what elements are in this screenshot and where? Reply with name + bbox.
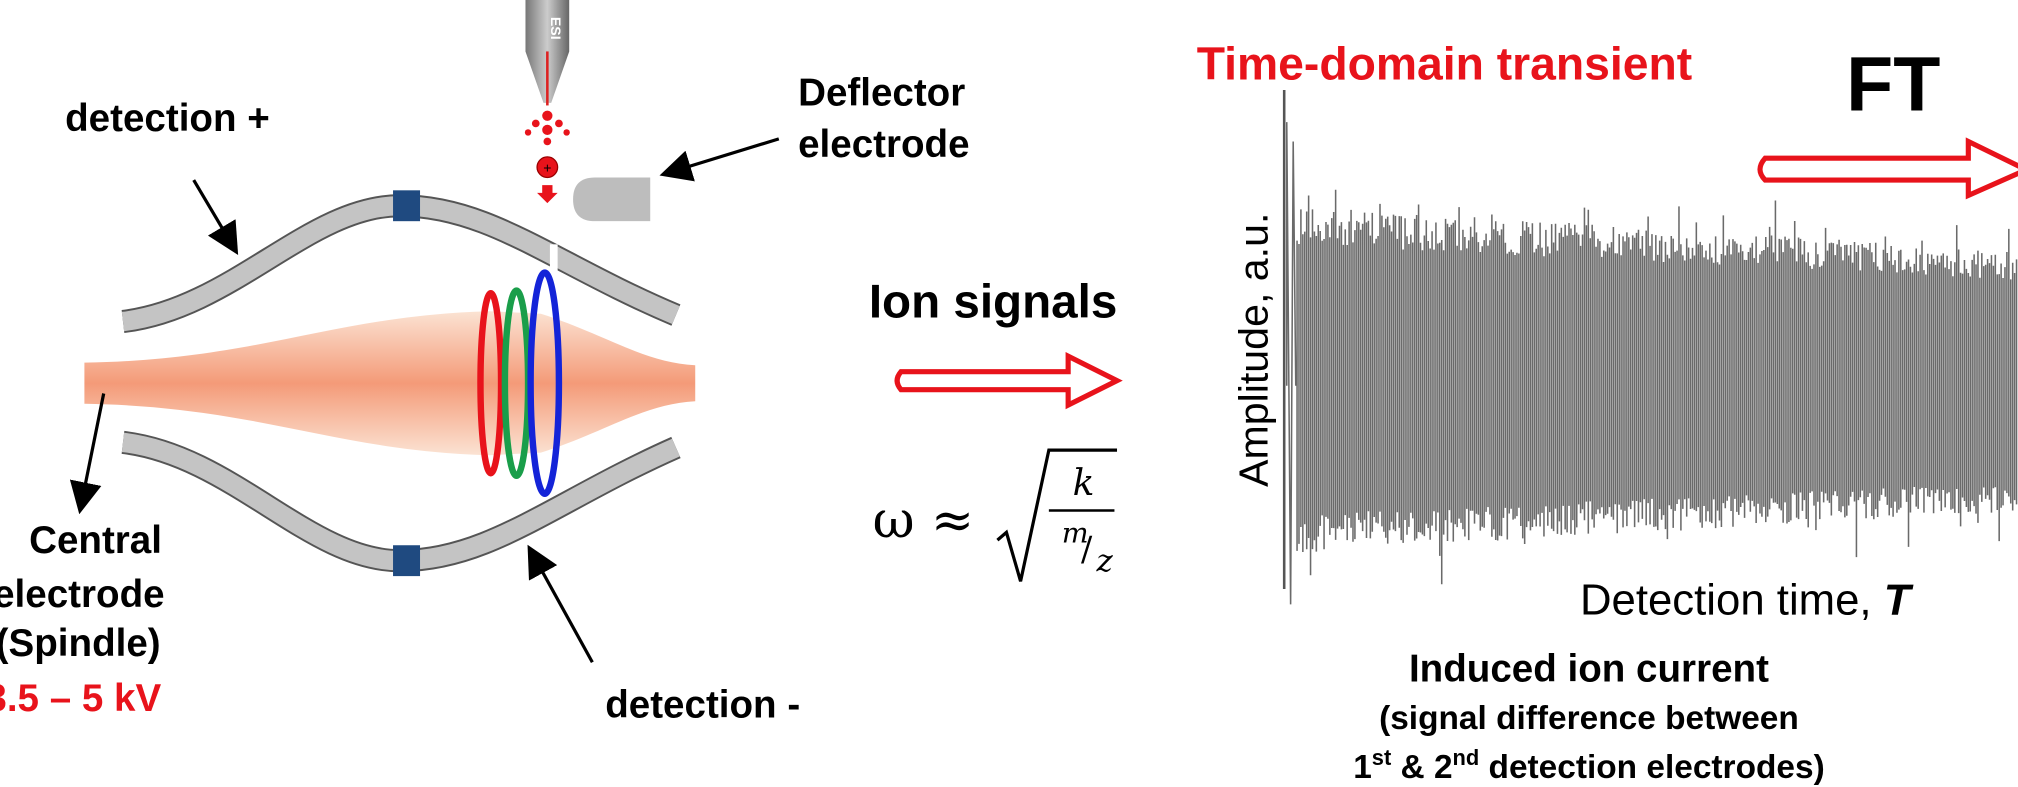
- axis-label-text: Detection time,: [1580, 576, 1884, 625]
- pointer: [69, 137, 780, 664]
- caption: (signal difference between: [1379, 700, 1799, 737]
- insulator: [393, 190, 421, 222]
- label: electrode: [798, 123, 969, 166]
- label: FT: [1846, 42, 1940, 128]
- label: Time-domain transient: [1197, 38, 1692, 90]
- esi-label: ESI: [548, 17, 564, 40]
- formula: ω ≈: [873, 491, 974, 551]
- insulator: [549, 244, 558, 273]
- ion-ring: [527, 269, 563, 498]
- label: 3.5 – 5 kV: [0, 677, 161, 720]
- caption-part: detection electrodes): [1479, 749, 1824, 786]
- deflector-electrode: [573, 177, 651, 222]
- formula: /: [1081, 530, 1093, 569]
- formula: k: [1073, 463, 1095, 504]
- label: Deflector: [798, 71, 965, 114]
- label: Ion signals: [869, 276, 1118, 329]
- hollow-arrow: [894, 352, 1123, 410]
- axis-label: Detection time, T: [1580, 576, 1914, 625]
- caption-part: st: [1372, 745, 1392, 770]
- central-electrode: [84, 311, 696, 456]
- label: Central: [29, 519, 162, 562]
- caption-part: & 2: [1391, 749, 1452, 786]
- droplets: [524, 110, 570, 204]
- ion-ring: [477, 289, 505, 477]
- caption-part: nd: [1453, 745, 1480, 770]
- label: electrode: [0, 573, 165, 616]
- formula: z: [1095, 543, 1113, 579]
- caption: 1st & 2nd detection electrodes): [1353, 745, 1825, 786]
- label: (Spindle): [0, 622, 161, 665]
- transient-signal: [1285, 122, 2018, 605]
- ion-symbol: +: [543, 159, 551, 175]
- sqrt: [996, 448, 1118, 582]
- axis-label: Amplitude, a.u.: [1230, 213, 1276, 487]
- caption-part: 1: [1353, 749, 1372, 786]
- label: detection +: [65, 97, 270, 140]
- caption: Induced ion current: [1409, 648, 1769, 691]
- axis-symbol: T: [1884, 576, 1914, 625]
- label: detection -: [605, 684, 800, 727]
- insulator: [393, 545, 421, 577]
- hollow-arrow: [1757, 137, 2018, 200]
- formula: m: [1062, 517, 1089, 550]
